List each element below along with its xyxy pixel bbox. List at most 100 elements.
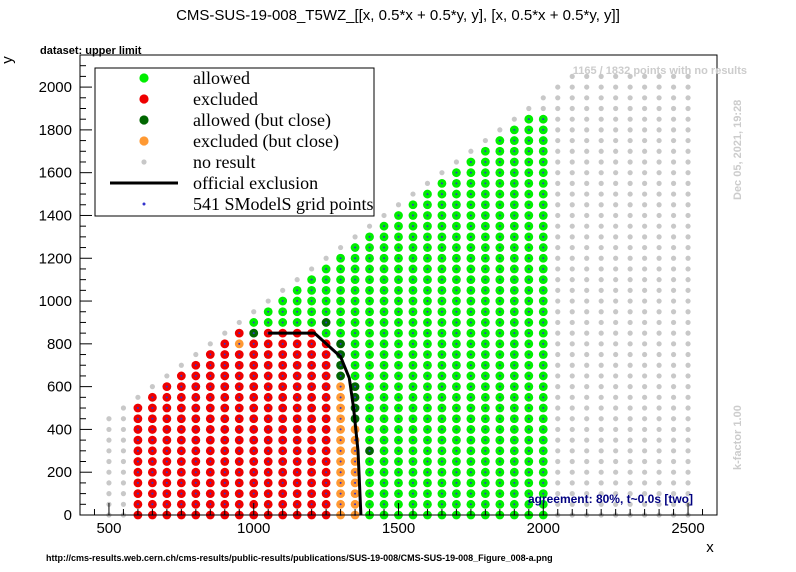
- smodels-grid-point: [368, 289, 371, 292]
- no-result-point: [670, 105, 677, 112]
- smodels-grid-point: [455, 246, 458, 249]
- smodels-grid-point: [368, 257, 371, 260]
- smodels-grid-point: [542, 300, 545, 303]
- smodels-grid-point: [281, 481, 284, 484]
- no-result-point: [613, 405, 619, 411]
- smodels-grid-point: [513, 171, 516, 174]
- no-result-point: [627, 319, 633, 326]
- smodels-grid-point: [426, 203, 429, 206]
- smodels-grid-point: [209, 439, 212, 442]
- no-result-point: [670, 330, 677, 336]
- no-result-point: [584, 148, 590, 154]
- smodels-grid-point: [469, 182, 472, 185]
- smodels-grid-point: [209, 428, 212, 431]
- y-tick-label: 200: [47, 464, 72, 481]
- smodels-grid-point: [426, 503, 429, 506]
- smodels-grid-point: [411, 471, 414, 474]
- smodels-grid-point: [194, 471, 197, 474]
- no-result-point: [670, 491, 677, 497]
- no-result-point: [569, 137, 575, 144]
- smodels-grid-point: [180, 417, 183, 420]
- no-result-point: [569, 341, 575, 347]
- no-result-point: [598, 416, 604, 422]
- legend-label-grid-point: 541 SModelS grid points: [193, 194, 374, 214]
- no-result-point: [656, 309, 662, 315]
- smodels-grid-point: [455, 353, 458, 356]
- smodels-grid-point: [325, 460, 328, 463]
- no-result-point: [120, 501, 127, 507]
- no-result-point: [120, 448, 127, 454]
- smodels-grid-point: [397, 428, 400, 431]
- no-result-point: [627, 287, 633, 293]
- smodels-grid-point: [440, 374, 443, 377]
- no-result-point: [642, 148, 648, 154]
- no-result-point: [555, 244, 561, 251]
- smodels-grid-point: [484, 267, 487, 270]
- smodels-grid-point: [527, 118, 530, 121]
- no-result-point: [598, 373, 604, 379]
- smodels-grid-point: [339, 460, 342, 463]
- no-result-point: [627, 448, 633, 454]
- smodels-grid-point: [368, 385, 371, 388]
- no-result-point: [670, 159, 677, 165]
- smodels-grid-point: [267, 364, 270, 367]
- smodels-grid-point: [296, 353, 299, 356]
- no-result-point: [627, 394, 633, 400]
- smodels-grid-point: [383, 353, 386, 356]
- smodels-grid-point: [469, 342, 472, 345]
- smodels-grid-point: [484, 150, 487, 153]
- no-result-point: [613, 394, 619, 400]
- no-result-point: [642, 255, 648, 261]
- no-result-point: [598, 298, 604, 304]
- smodels-grid-point: [527, 353, 530, 356]
- smodels-grid-point: [498, 139, 501, 142]
- smodels-grid-point: [513, 128, 516, 131]
- no-result-point: [642, 330, 648, 336]
- smodels-grid-point: [252, 439, 255, 442]
- smodels-grid-point: [223, 407, 226, 410]
- smodels-grid-point: [484, 235, 487, 238]
- smodels-grid-point: [527, 289, 530, 292]
- smodels-grid-point: [440, 235, 443, 238]
- smodels-grid-point: [484, 428, 487, 431]
- no-result-point: [584, 255, 590, 261]
- smodels-grid-point: [209, 449, 212, 452]
- smodels-grid-point: [325, 374, 328, 377]
- smodels-grid-point: [325, 267, 328, 270]
- smodels-grid-point: [440, 214, 443, 217]
- no-result-point: [555, 159, 561, 165]
- no-result-point: [656, 351, 662, 358]
- smodels-grid-point: [281, 471, 284, 474]
- smodels-grid-point: [151, 492, 154, 495]
- smodels-grid-point: [426, 310, 429, 313]
- smodels-grid-point: [484, 203, 487, 206]
- smodels-grid-point: [542, 492, 545, 495]
- no-result-point: [555, 448, 561, 454]
- smodels-grid-point: [325, 310, 328, 313]
- smodels-grid-point: [339, 342, 342, 345]
- no-result-point: [627, 159, 633, 165]
- no-result-point: [555, 416, 561, 422]
- no-result-point: [685, 362, 691, 368]
- no-result-point: [685, 137, 691, 144]
- smodels-grid-point: [252, 417, 255, 420]
- smodels-grid-point: [383, 407, 386, 410]
- no-result-point: [656, 394, 662, 400]
- no-result-point: [598, 148, 604, 154]
- no-result-point: [670, 309, 677, 315]
- no-result-point: [642, 341, 648, 347]
- no-result-point: [627, 341, 633, 347]
- no-result-point: [569, 287, 575, 293]
- no-result-point: [685, 448, 691, 454]
- smodels-grid-point: [426, 289, 429, 292]
- smodels-grid-point: [354, 300, 357, 303]
- smodels-grid-point: [455, 321, 458, 324]
- no-result-point: [569, 180, 575, 186]
- no-result-point: [685, 319, 691, 326]
- no-result-point: [642, 202, 648, 208]
- no-result-point: [685, 95, 691, 101]
- smodels-grid-point: [180, 428, 183, 431]
- no-result-point: [685, 351, 691, 358]
- smodels-grid-point: [455, 193, 458, 196]
